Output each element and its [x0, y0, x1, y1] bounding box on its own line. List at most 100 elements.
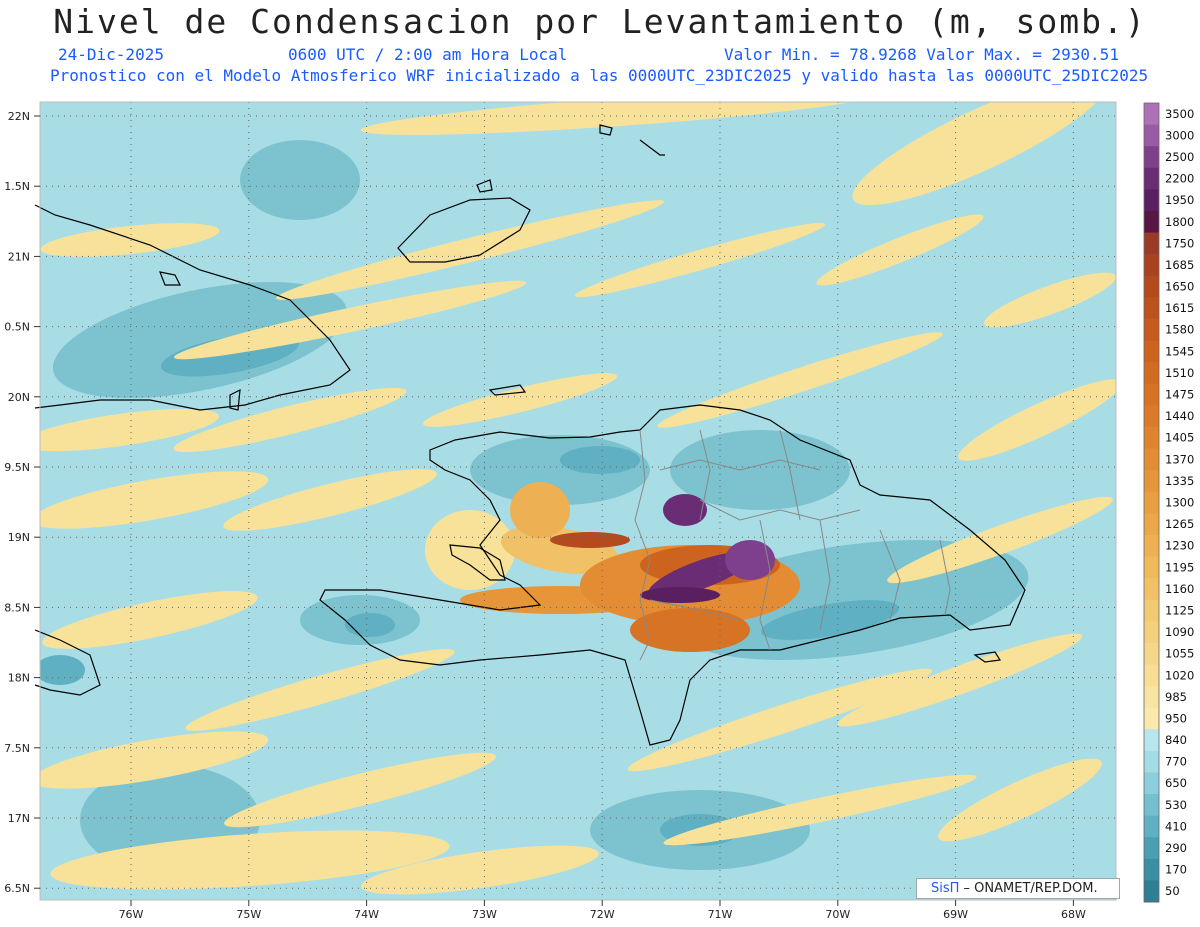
colorbar-swatch	[1144, 621, 1159, 644]
colorbar-label: 1020	[1165, 668, 1194, 682]
colorbar-label: 1950	[1165, 193, 1194, 207]
lon-label: 70W	[825, 908, 850, 921]
colorbar-swatch	[1144, 599, 1159, 622]
colorbar-swatch	[1144, 189, 1159, 212]
forecast-date: 24-Dic-2025	[58, 45, 164, 64]
colorbar-swatch	[1144, 772, 1159, 795]
colorbar-label: 530	[1165, 798, 1187, 812]
colorbar-swatch	[1144, 340, 1159, 363]
colorbar-label: 1615	[1165, 301, 1194, 315]
map-title: Nivel de Condensacion por Levantamiento …	[53, 2, 1147, 41]
lat-label: 6.5N	[4, 882, 30, 895]
colorbar-label: 1440	[1165, 409, 1194, 423]
lon-label: 74W	[354, 908, 379, 921]
lat-label: 8.5N	[4, 601, 30, 614]
colorbar-swatch	[1144, 103, 1159, 126]
colorbar-label: 1650	[1165, 280, 1194, 294]
colorbar-label: 1090	[1165, 625, 1194, 639]
colorbar-label: 1230	[1165, 539, 1194, 553]
colorbar-swatch	[1144, 167, 1159, 190]
colorbar-label: 1265	[1165, 517, 1194, 531]
credit-box: SisΠ – ONAMET/REP.DOM.	[916, 878, 1120, 899]
colorbar-swatch	[1144, 491, 1159, 514]
gonave-island	[449, 544, 506, 581]
turks-islands	[599, 124, 613, 136]
colorbar-label: 1370	[1165, 452, 1194, 466]
colorbar-swatch	[1144, 578, 1159, 601]
colorbar-label: 1750	[1165, 236, 1194, 250]
colorbar-label: 1510	[1165, 366, 1194, 380]
colorbar-label: 3500	[1165, 107, 1194, 121]
colorbar-swatch	[1144, 750, 1159, 773]
colorbar-swatch	[1144, 707, 1159, 730]
colorbar-swatch	[1144, 664, 1159, 687]
colorbar-label: 770	[1165, 755, 1187, 769]
lon-label: 75W	[236, 908, 261, 921]
colorbar-label: 1300	[1165, 496, 1194, 510]
latitude-labels: 22N 1.5N 21N 0.5N 20N 9.5N 19N 8.5N 18N 7.5N 17N 6.…	[4, 110, 40, 895]
colorbar-label: 170	[1165, 863, 1187, 877]
colorbar-label: 290	[1165, 841, 1187, 855]
colorbar-swatch	[1144, 729, 1159, 752]
colorbar-swatch	[1144, 686, 1159, 709]
colorbar-label: 50	[1165, 884, 1180, 898]
colorbar-label: 1685	[1165, 258, 1194, 272]
colorbar-swatch	[1144, 513, 1159, 536]
colorbar-label: 1195	[1165, 560, 1194, 574]
colorbar-swatch	[1144, 426, 1159, 450]
lat-label: 20N	[8, 391, 30, 404]
lat-label: 7.5N	[4, 742, 30, 755]
bahamas-island	[476, 179, 493, 193]
colorbar-swatch	[1144, 534, 1159, 557]
colorbar-swatch	[1144, 405, 1159, 428]
colorbar-label: 410	[1165, 819, 1187, 833]
colorbar-label: 1545	[1165, 344, 1194, 358]
colorbar-label: 985	[1165, 690, 1187, 704]
colorbar-swatch	[1144, 146, 1159, 169]
colorbar-swatch	[1144, 275, 1159, 298]
colorbar-label: 1475	[1165, 388, 1194, 402]
colorbar-label: 2200	[1165, 172, 1194, 186]
colorbar-swatch	[1144, 815, 1159, 838]
sis-logo-text: SisΠ	[931, 881, 960, 896]
longitude-labels: 76W 75W 74W 73W 72W 71W 70W 69W 68W	[119, 900, 1086, 921]
colorbar-swatch	[1144, 232, 1159, 255]
lat-label: 1.5N	[4, 180, 30, 193]
colorbar-swatch	[1144, 254, 1159, 277]
yellow-streaks	[40, 102, 1116, 895]
colorbar-swatch	[1144, 858, 1159, 881]
tortuga-island	[488, 384, 527, 396]
colorbar-swatch	[1144, 642, 1159, 665]
colorbar-label: 1405	[1165, 431, 1194, 445]
colorbar-label: 950	[1165, 711, 1187, 725]
colorbar-label: 650	[1165, 776, 1187, 790]
colorbar-swatch	[1144, 362, 1159, 385]
cuba-coastline	[34, 204, 351, 411]
lat-label: 17N	[8, 812, 30, 825]
colorbar-swatch	[1144, 318, 1159, 342]
saona-island	[973, 651, 1002, 663]
colorbar-swatch	[1144, 556, 1159, 579]
coastlines	[34, 124, 1026, 746]
colorbar-swatch	[1144, 124, 1159, 147]
colorbar-label: 1800	[1165, 215, 1194, 229]
province-borders	[634, 429, 951, 661]
graticule	[40, 102, 1116, 900]
colorbar-swatch	[1144, 210, 1159, 234]
credit-text: – ONAMET/REP.DOM.	[959, 881, 1098, 896]
colorbar-label: 1160	[1165, 582, 1194, 596]
map-frame	[39, 101, 1117, 901]
colorbar: 3500 3000 2500 2200 1950 1800 1750 1685 1650 1615…	[1143, 102, 1194, 903]
lat-label: 0.5N	[4, 321, 30, 334]
cuba-islets	[159, 271, 241, 411]
hispaniola-coastline	[319, 404, 1026, 746]
colorbar-label: 1055	[1165, 647, 1194, 661]
colorbar-swatch	[1144, 880, 1159, 903]
lon-label: 69W	[943, 908, 968, 921]
colorbar-swatch	[1144, 448, 1159, 471]
lat-label: 18N	[8, 672, 30, 685]
colorbar-border	[1143, 102, 1160, 903]
colorbar-label: 840	[1165, 733, 1187, 747]
lat-label: 9.5N	[4, 461, 30, 474]
